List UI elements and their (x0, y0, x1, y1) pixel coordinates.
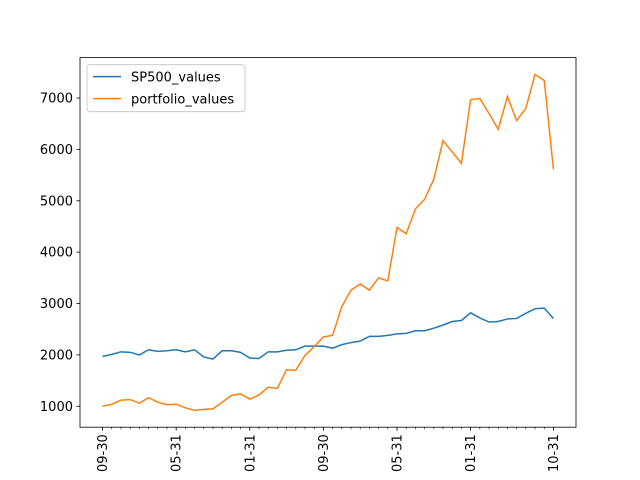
series-line (102, 307, 555, 360)
series-line (102, 73, 555, 412)
y-tick-label: 2000 (40, 348, 73, 363)
x-tick-label: 01-31 (243, 434, 258, 472)
legend-label: SP500_values (131, 71, 221, 86)
y-tick-label: 1000 (40, 400, 73, 415)
legend-label: portfolio_values (131, 93, 234, 108)
x-tick-label: 10-31 (547, 434, 562, 472)
legend-box (86, 64, 246, 113)
plot-frame (79, 57, 577, 428)
y-tick-label: 4000 (40, 246, 73, 261)
y-tick-label: 7000 (40, 92, 73, 107)
x-tick-label: 05-31 (391, 434, 406, 472)
y-tick-label: 6000 (40, 143, 73, 158)
x-tick-label: 05-31 (170, 434, 185, 472)
x-tick-label: 01-31 (464, 434, 479, 472)
y-tick-label: 5000 (40, 194, 73, 209)
plot-background (80, 57, 576, 428)
x-tick-label: 09-30 (96, 434, 111, 472)
y-tick-label: 3000 (40, 297, 73, 312)
x-tick-label: 09-30 (317, 434, 332, 472)
